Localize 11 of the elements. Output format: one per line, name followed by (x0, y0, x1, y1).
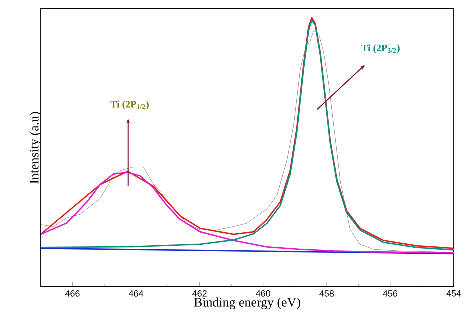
x-tick-label: 458 (320, 290, 334, 297)
x-tick-label: 466 (65, 290, 80, 297)
x-tick-label: 460 (256, 290, 271, 297)
x-tick-label: 454 (446, 290, 462, 297)
x-axis-title: Binding energy (eV) (194, 298, 300, 310)
x-tick-label: 462 (192, 290, 207, 297)
x-tick-label: 456 (383, 290, 398, 297)
annotation: Ti (2P$_{3/2}$) (362, 44, 400, 54)
x-tick-label: 464 (129, 290, 144, 297)
annotation: Ti (2P$_{1/2}$) (110, 100, 149, 110)
y-axis-title: Intensity (a.u) (30, 112, 42, 184)
